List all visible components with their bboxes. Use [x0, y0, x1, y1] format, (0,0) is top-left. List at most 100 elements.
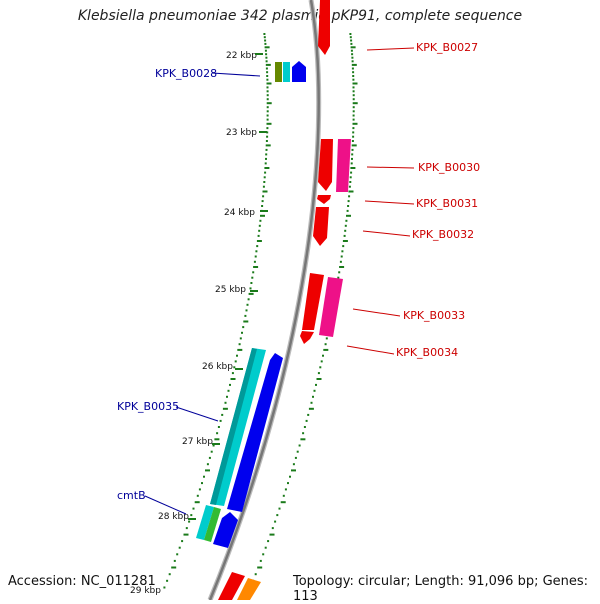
gc-tick	[351, 157, 353, 160]
gene-label-kpk-b0033[interactable]: KPK_B0033	[403, 309, 465, 322]
gc-tick	[323, 348, 329, 351]
gc-tick	[245, 309, 248, 312]
gc-tick	[265, 63, 271, 66]
gc-tick	[178, 546, 181, 549]
gene-label-kpk-b0035[interactable]: KPK_B0035	[117, 400, 179, 413]
gene-kpk-b0031[interactable]	[317, 195, 331, 204]
gc-tick	[352, 131, 355, 134]
gc-tick	[350, 162, 353, 165]
gc-tick	[173, 559, 176, 562]
gc-tick	[229, 383, 231, 386]
gene-label-kpk-b0027[interactable]: KPK_B0027	[416, 41, 478, 54]
gc-tick	[203, 475, 205, 478]
gc-tick	[294, 456, 297, 459]
gc-tick	[256, 245, 259, 248]
gc-tick	[349, 33, 352, 35]
gc-tick	[239, 337, 242, 340]
gc-tick	[255, 250, 258, 253]
gc-tick	[265, 144, 271, 147]
gene-lower-red[interactable]	[218, 572, 245, 600]
gc-tick	[181, 540, 184, 543]
gene-kpk-b0033-partner[interactable]	[319, 277, 343, 337]
gc-tick	[263, 36, 266, 39]
gc-tick	[259, 219, 262, 222]
gc-tick	[352, 106, 355, 109]
gc-tick	[254, 255, 257, 258]
gene-label-cmtb[interactable]: cmtB	[117, 489, 146, 502]
gc-tick	[351, 53, 354, 56]
gene-kpk-b0033[interactable]	[302, 273, 324, 330]
gene-label-kpk-b0034[interactable]: KPK_B0034	[396, 346, 458, 359]
gc-tick	[351, 63, 357, 66]
gc-tick	[227, 389, 230, 392]
gc-tick	[269, 533, 275, 536]
gc-tick	[352, 135, 355, 138]
gc-tick	[266, 94, 269, 97]
gc-tick	[168, 573, 171, 576]
gc-tick	[253, 260, 256, 263]
gc-tick	[231, 372, 234, 375]
gc-tick	[298, 444, 301, 447]
gc-tick	[265, 157, 267, 160]
gene-kpk-b0027[interactable]	[318, 0, 330, 55]
gc-tick	[352, 127, 355, 130]
gc-tick	[342, 240, 348, 242]
inner-tick-track	[163, 33, 272, 589]
gc-tick	[350, 39, 353, 42]
gene-label-kpk-b0031[interactable]: KPK_B0031	[416, 197, 478, 210]
gc-tick	[344, 224, 347, 227]
gc-tick	[352, 90, 355, 93]
gene-label-kpk-b0032[interactable]: KPK_B0032	[412, 228, 474, 241]
forward-strand-genes	[196, 61, 306, 548]
gc-tick	[246, 303, 249, 306]
gene-kpk-b0028[interactable]	[292, 61, 306, 82]
gc-tick	[296, 450, 299, 453]
plasmid-backbone-core	[208, 0, 320, 600]
gc-tick	[341, 250, 344, 253]
gc-tick	[262, 190, 268, 193]
gene-kpk-b0035-stripe[interactable]	[210, 348, 257, 505]
gene-cmtb-cyan[interactable]	[196, 505, 214, 540]
gc-tick	[266, 98, 269, 101]
gc-tick	[352, 94, 355, 97]
gc-tick	[266, 118, 269, 121]
gc-tick	[265, 148, 268, 151]
gene-kpk-b0034[interactable]	[300, 331, 314, 344]
gene-kpk-b0030[interactable]	[318, 139, 333, 191]
gc-tick	[183, 533, 189, 536]
gc-tick	[265, 67, 268, 70]
gc-tick	[257, 566, 263, 569]
gc-tick	[310, 401, 313, 404]
gc-tick	[265, 60, 268, 63]
gc-tick	[284, 488, 287, 491]
gene-cmtb[interactable]	[204, 507, 221, 542]
gc-tick	[319, 366, 322, 369]
gene-label-kpk-b0030[interactable]: KPK_B0030	[418, 161, 480, 174]
gc-tick	[351, 148, 354, 151]
gc-tick	[257, 234, 260, 237]
gc-tick	[266, 114, 269, 117]
gc-tick	[351, 140, 354, 142]
gc-tick	[216, 432, 219, 435]
gene-kpk-b0028-cyan[interactable]	[283, 62, 290, 82]
gene-kpk-b0032[interactable]	[313, 207, 329, 246]
gc-tick	[349, 176, 352, 179]
gene-label-kpk-b0028[interactable]: KPK_B0028	[155, 67, 217, 80]
gc-tick	[262, 553, 265, 556]
gc-tick	[221, 413, 224, 416]
gc-tick	[247, 298, 250, 301]
gc-tick	[206, 463, 209, 466]
gc-tick	[242, 326, 245, 329]
gene-kpk-b0030-partner[interactable]	[336, 139, 351, 192]
gene-kpk-b0028-olive[interactable]	[275, 62, 282, 82]
gene-cmtb-blue[interactable]	[213, 512, 238, 548]
gc-tick	[266, 127, 269, 130]
gc-tick	[348, 190, 354, 193]
gene-lower-orange[interactable]	[237, 578, 261, 600]
gene-blue-long[interactable]	[227, 353, 283, 512]
gc-tick	[352, 78, 355, 81]
gc-tick	[352, 82, 358, 85]
scale-label: 22 kbp	[226, 51, 257, 61]
scale-label: 27 kbp	[182, 437, 213, 447]
gc-tick	[315, 383, 317, 386]
